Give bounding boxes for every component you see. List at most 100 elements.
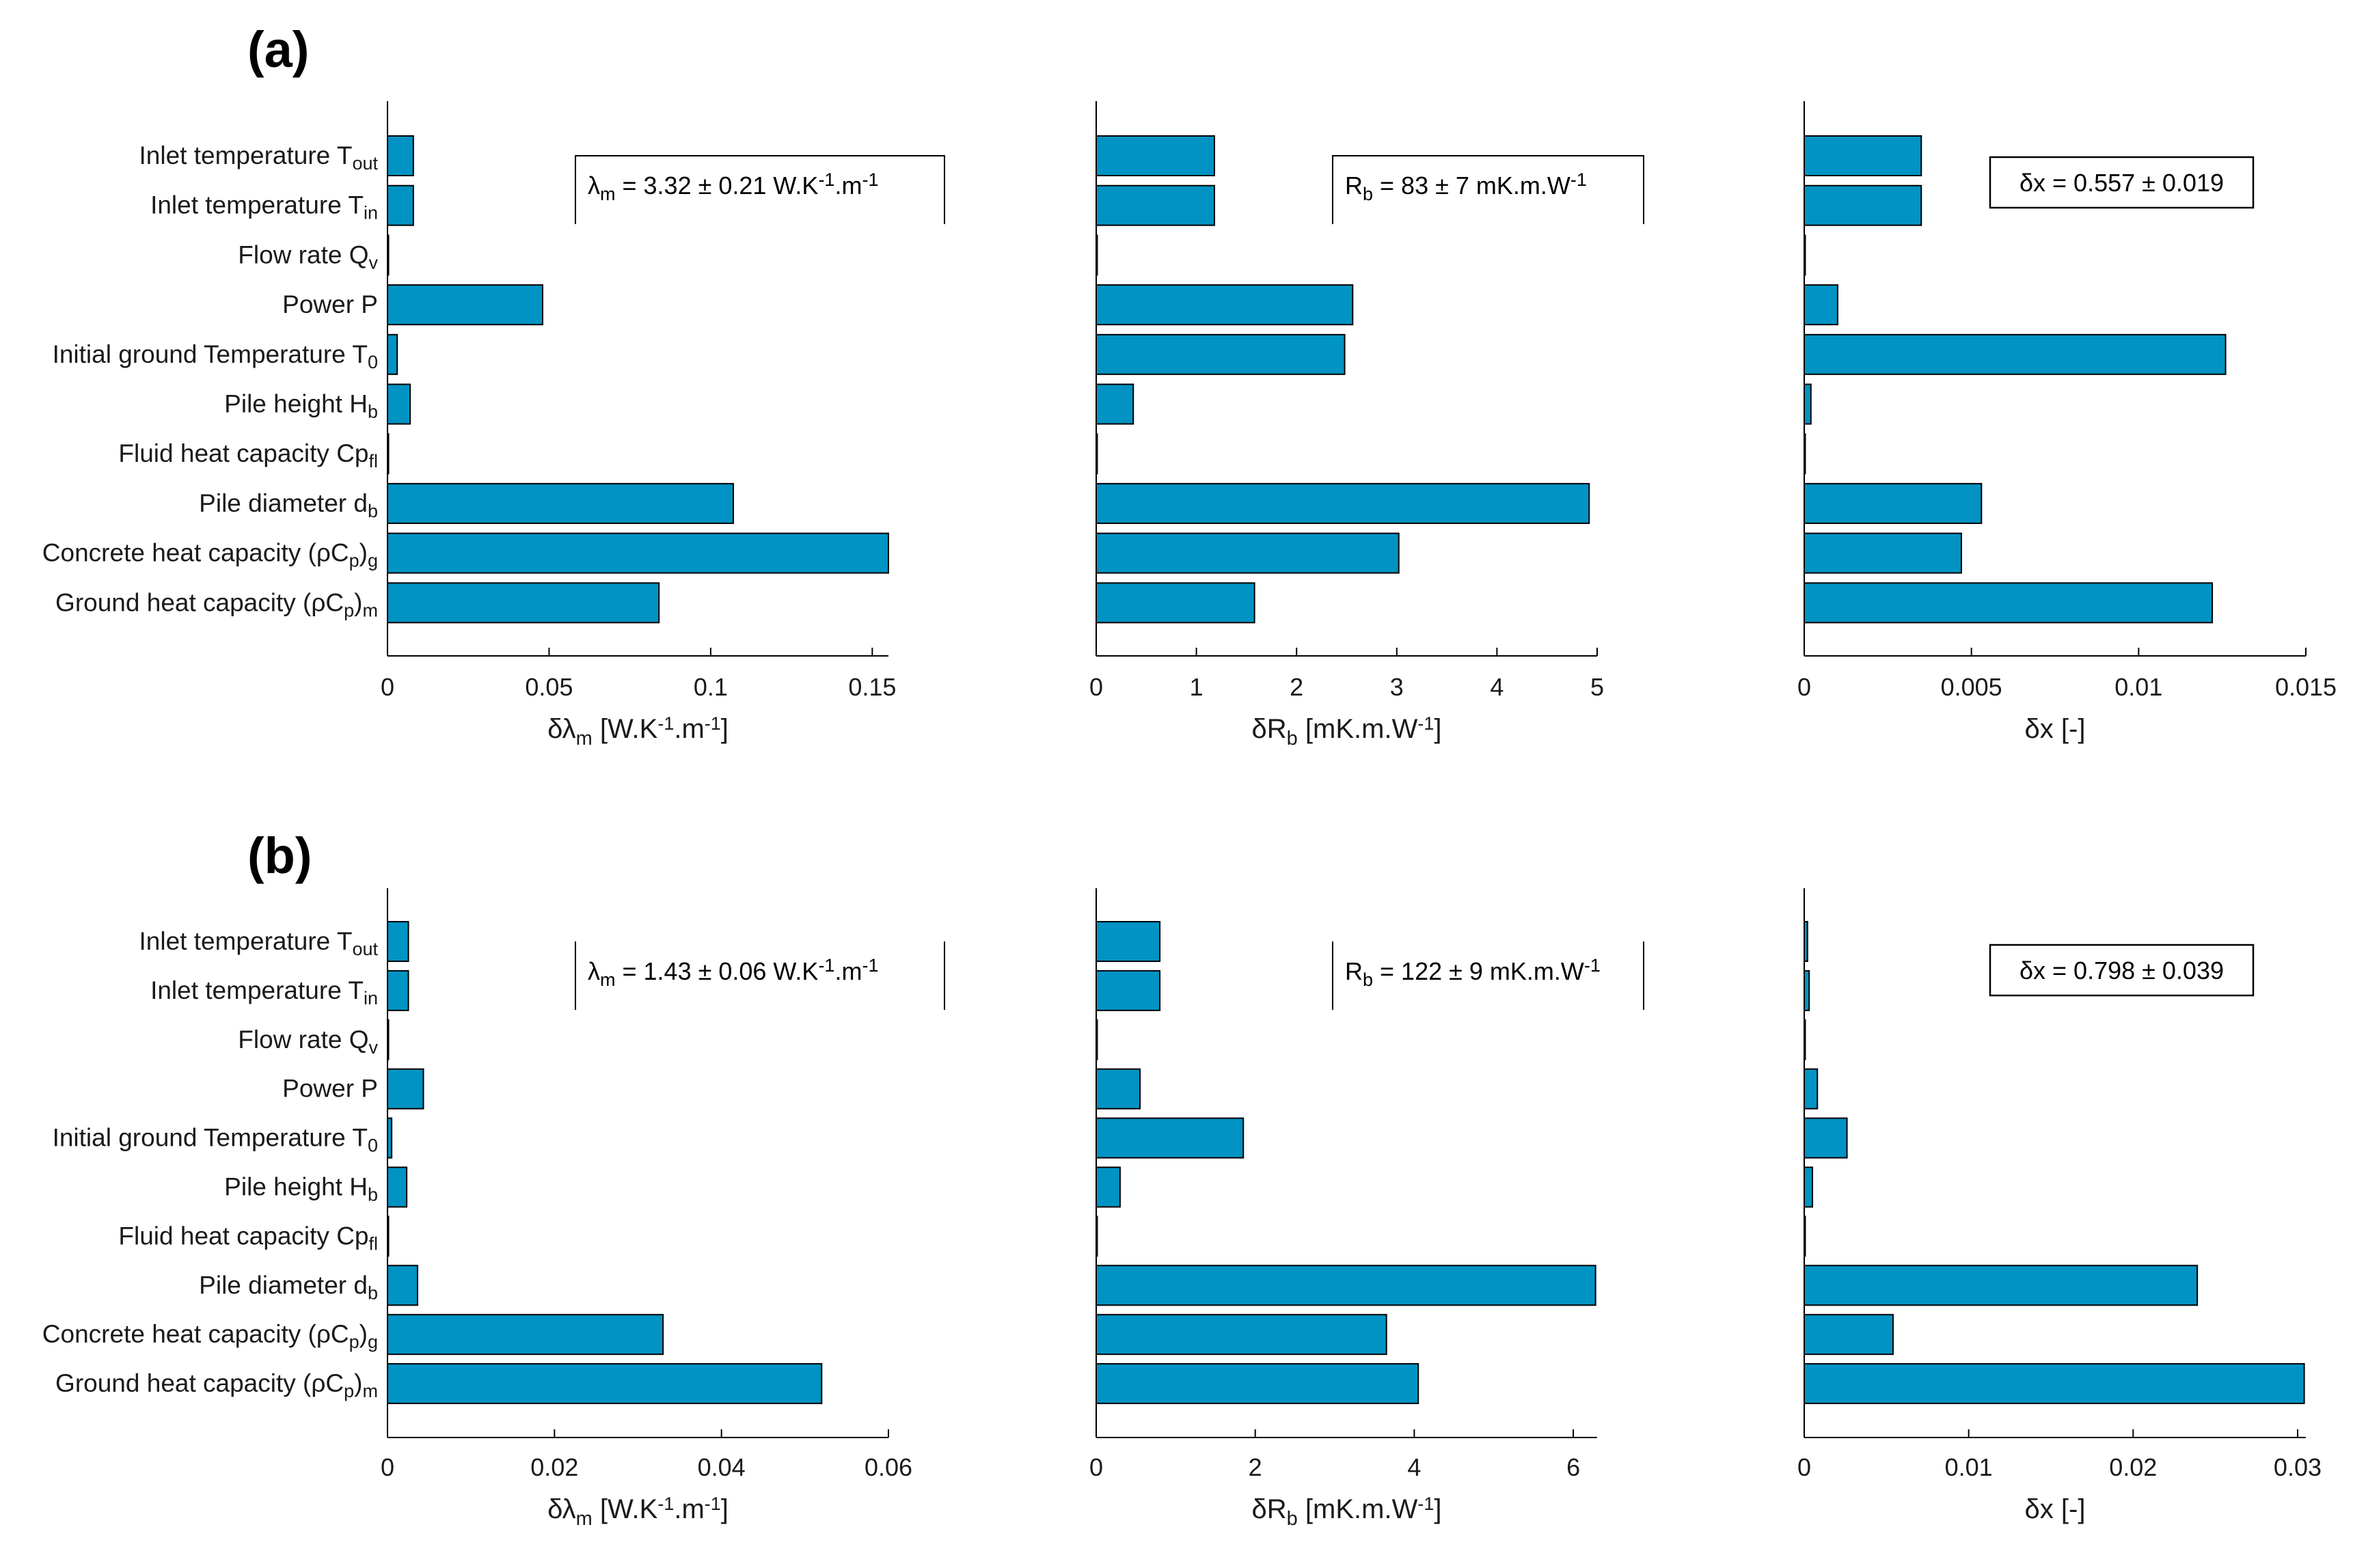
annotation-frame [1989,944,2255,997]
bar [1096,482,1590,524]
bar [387,1117,393,1159]
x-axis-title: δλm [W.K-1.m-1] [547,1494,729,1530]
bar [387,1265,418,1306]
bar [1096,1215,1098,1257]
annotation-text: Rb = 83 ± 7 mK.m.W-1 [1345,169,1587,205]
x-tick-label: 0 [1089,1453,1103,1481]
category-label: Fluid heat capacity Cpfl [118,1222,378,1254]
category-label: Pile height Hb [224,390,378,422]
bar [1804,284,1838,326]
bar [1804,482,1983,524]
annotation-box: Rb = 122 ± 9 mK.m.W-1 [1332,941,1644,1010]
bar [1804,1117,1848,1159]
bar [387,921,409,962]
x-tick-label: 0 [1089,673,1103,701]
bar [387,1068,424,1110]
x-tick-label: 0.015 [2275,673,2337,701]
annotation-text: λm = 3.32 ± 0.21 W.K-1.m-1 [588,169,878,205]
bar [1804,1215,1806,1257]
bar [1096,1068,1141,1110]
category-label: Power P [282,1075,378,1103]
bar [1804,1314,1894,1356]
x-tick-label: 0.02 [530,1453,578,1481]
category-label: Fluid heat capacity Cpfl [118,439,378,471]
category-label: Inlet temperature Tin [150,976,378,1008]
x-tick-label: 0.1 [694,673,728,701]
category-label: Initial ground Temperature T0 [53,1124,378,1156]
category-label: Ground heat capacity (ρCp)m [55,1369,378,1401]
x-tick-label: 0 [381,1453,394,1481]
panel-label-0: (a) [247,21,309,78]
bar [1096,1265,1596,1306]
annotation-box: δx = 0.798 ± 0.039 [1989,944,2255,997]
category-label: Pile height Hb [224,1173,378,1205]
x-tick-label: 5 [1590,673,1604,701]
category-label: Pile diameter db [199,489,378,521]
bar [1804,184,1922,226]
x-tick-label: 3 [1390,673,1404,701]
annotation-frame [1332,155,1644,224]
x-tick-label: 4 [1407,1453,1421,1481]
x-tick-label: 0.05 [525,673,573,701]
x-tick-label: 6 [1566,1453,1580,1481]
category-label: Concrete heat capacity (ρCp)g [42,1320,378,1352]
bar [387,184,414,226]
x-tick-label: 0.06 [865,1453,912,1481]
x-tick-label: 2 [1290,673,1303,701]
bar [387,969,409,1011]
bar [1804,333,2227,375]
bar [1804,1265,2199,1306]
x-axis-title: δx [-] [2025,714,2086,744]
x-tick-label: 0.15 [848,673,896,701]
bar [1096,1166,1121,1208]
x-tick-label: 4 [1490,673,1504,701]
bar [1096,1117,1244,1159]
x-axis-title: δx [-] [2025,1494,2086,1524]
category-label: Inlet temperature Tout [139,927,379,959]
annotation-frame [1989,156,2255,209]
x-tick-label: 0.03 [2274,1453,2322,1481]
bar [387,284,543,326]
bar [1096,284,1354,326]
x-tick-label: 0.02 [2109,1453,2157,1481]
x-tick-label: 2 [1249,1453,1262,1481]
bar [1096,1314,1387,1356]
bar [1804,582,2213,624]
x-tick-label: 0 [1797,1453,1811,1481]
category-label: Flow rate Qv [238,1026,378,1058]
bar [1804,1019,1806,1060]
bar [387,482,735,524]
x-tick-label: 0.01 [2114,673,2162,701]
category-label: Concrete heat capacity (ρCp)g [42,539,378,571]
category-label: Ground heat capacity (ρCp)m [55,588,378,620]
x-tick-label: 0 [381,673,394,701]
bar [387,1363,823,1405]
bar [1096,433,1098,475]
annotation-text: Rb = 122 ± 9 mK.m.W-1 [1345,955,1601,991]
bar [1096,969,1161,1011]
bar [1096,921,1161,962]
category-label: Inlet temperature Tin [150,191,378,223]
panel-label-1: (b) [247,827,312,884]
x-axis-title: δλm [W.K-1.m-1] [547,713,729,749]
bar [1804,969,1810,1011]
bar [1804,1363,2305,1405]
annotation-text: δx = 0.798 ± 0.039 [2019,957,2224,985]
bar [1804,234,1806,276]
bar [1804,532,1962,574]
bar [387,383,411,425]
category-label: Initial ground Temperature T0 [53,340,378,372]
bar [1804,921,1808,962]
x-tick-label: 0 [1797,673,1811,701]
bar [1804,433,1806,475]
x-tick-label: 1 [1190,673,1203,701]
bar [387,135,414,176]
annotation-frame [575,155,945,224]
bar [387,1166,408,1208]
x-tick-label: 0.01 [1945,1453,1993,1481]
bar [1096,532,1400,574]
x-tick-label: 0.04 [698,1453,746,1481]
category-label: Power P [282,290,378,318]
bar [387,582,660,624]
